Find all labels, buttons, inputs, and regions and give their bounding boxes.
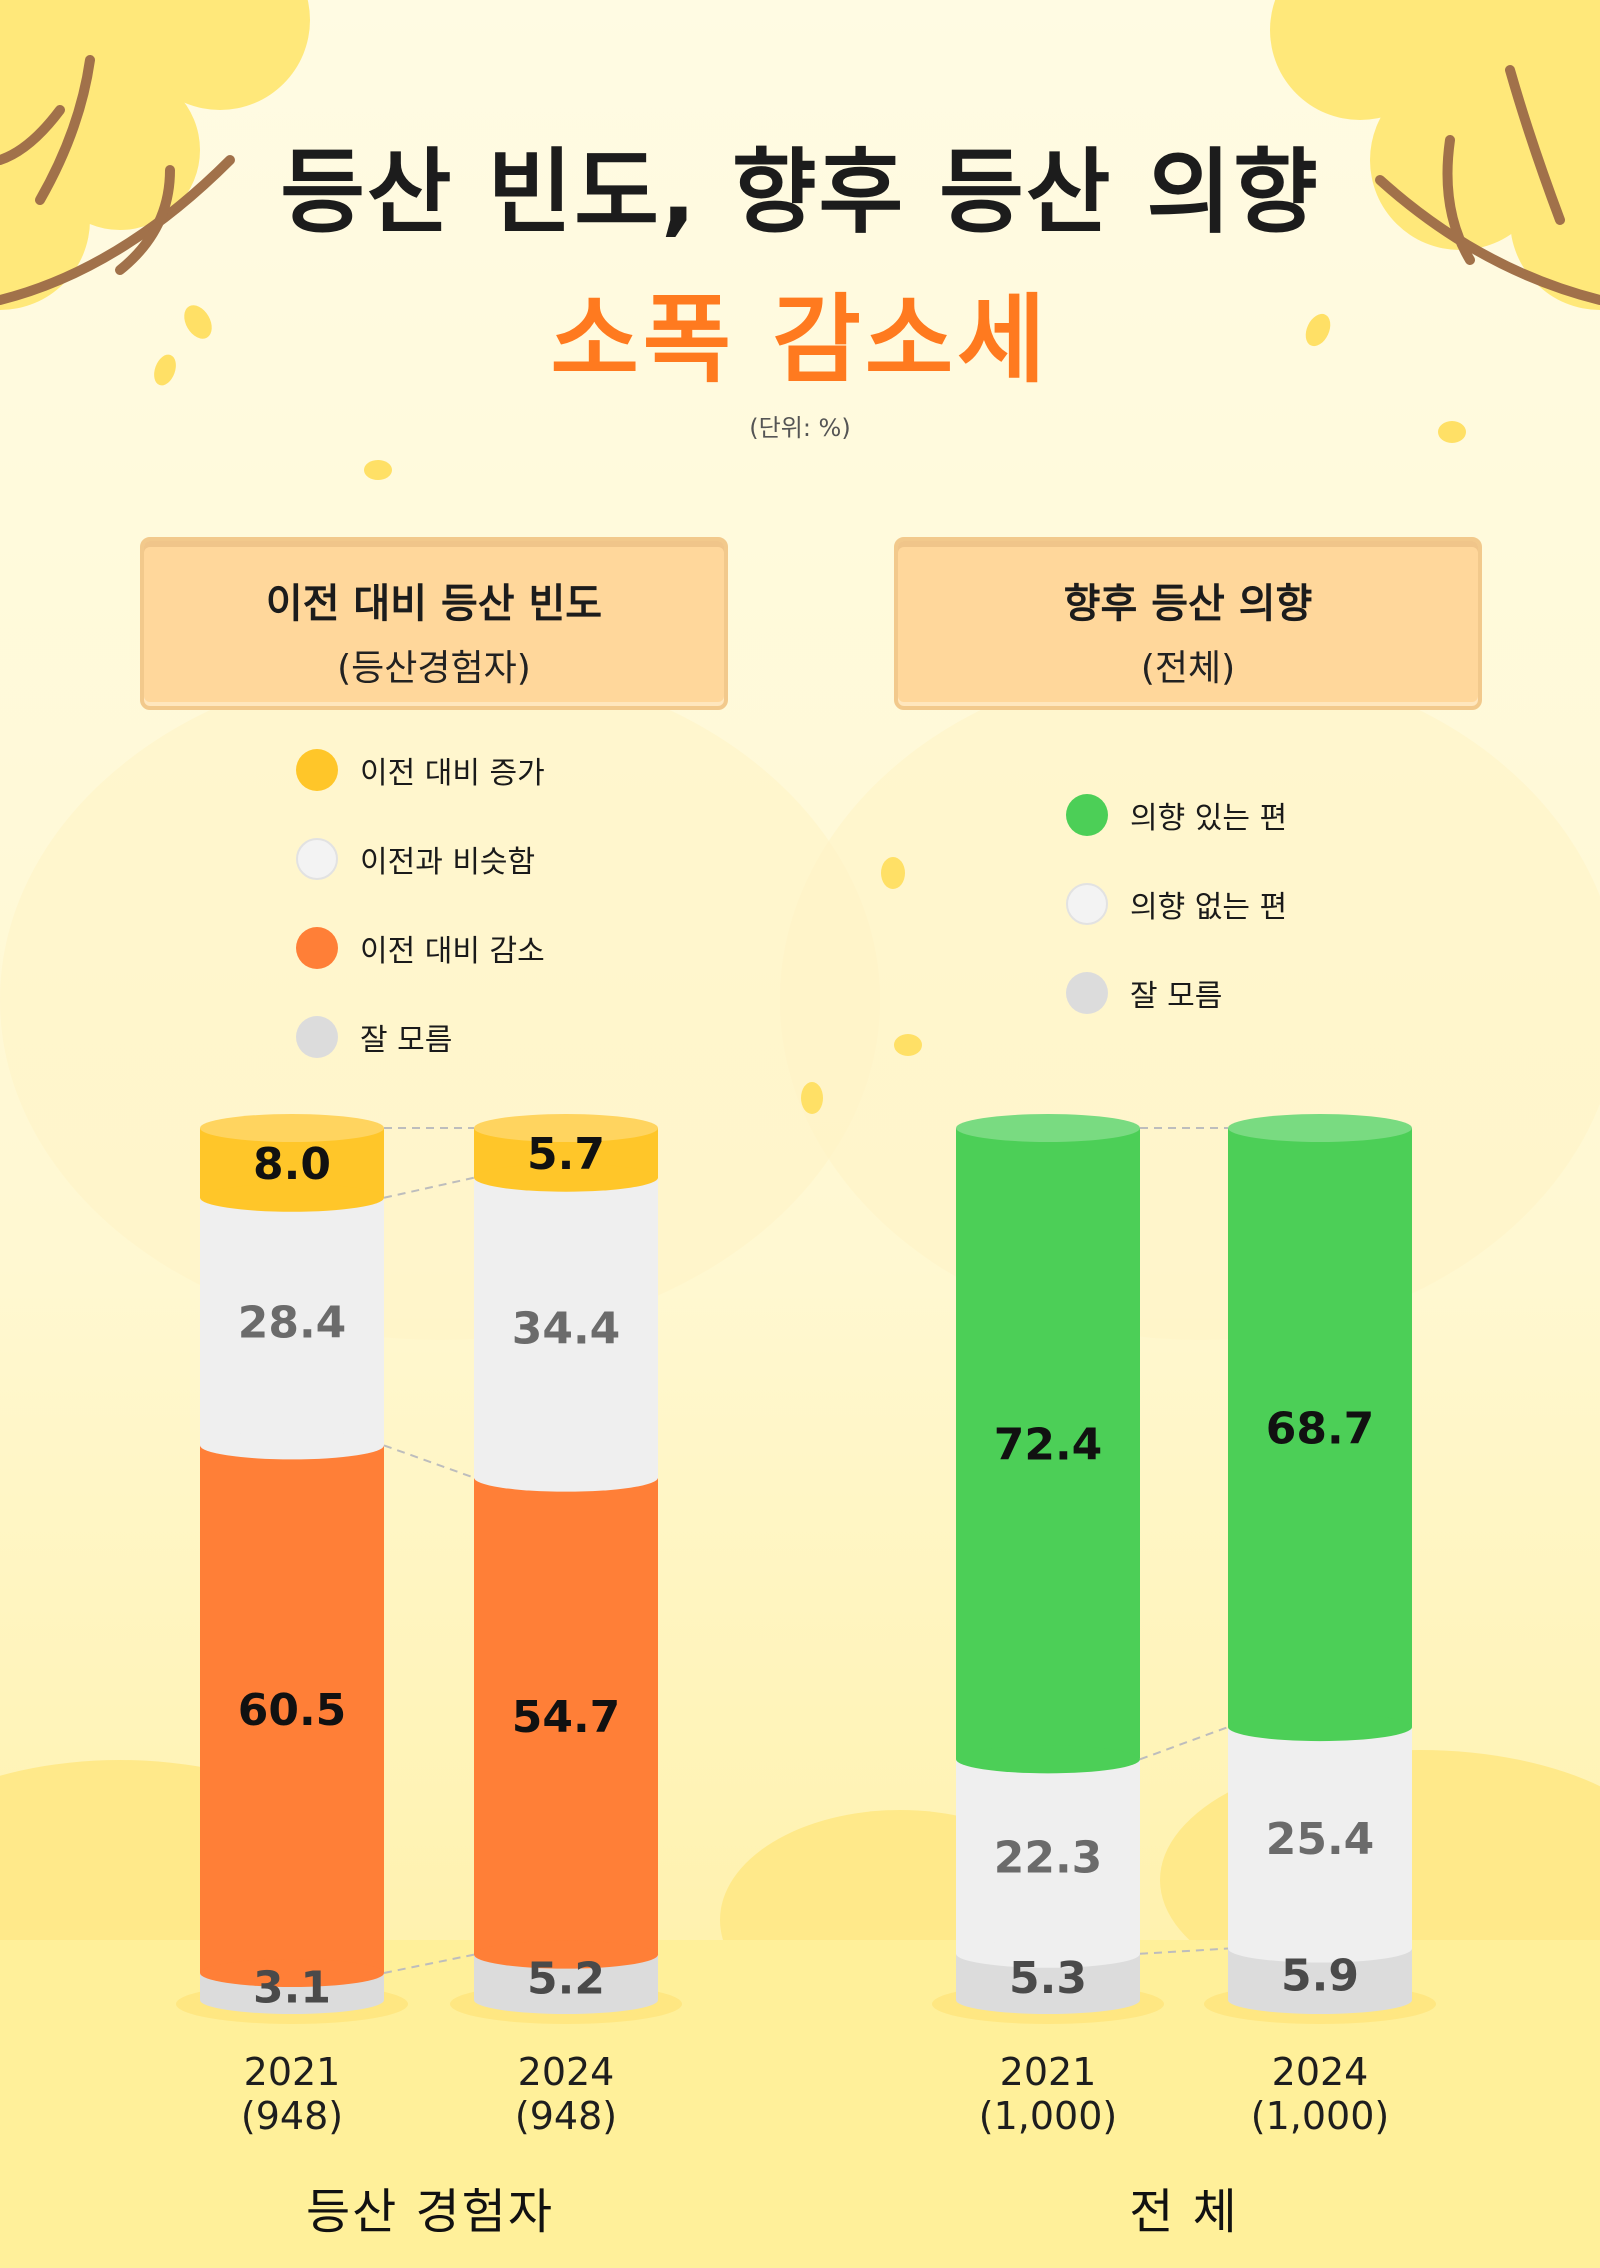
legend-swatch	[296, 1015, 338, 1058]
legend-item: 의향 없는 편	[1066, 859, 1287, 948]
unit-label: (단위: %)	[749, 414, 851, 442]
bar-segment-cap	[1228, 1934, 1412, 1963]
bar-segment-cap	[474, 1940, 658, 1969]
legend-swatch	[1066, 882, 1108, 925]
data-label: 60.5	[238, 1685, 347, 1736]
chart-title: 이전 대비 등산 빈도	[265, 581, 603, 627]
x-tick-label: 2024 (948)	[514, 2050, 618, 2138]
data-label: 28.4	[238, 1298, 347, 1349]
legend-label: 의향 없는 편	[1130, 889, 1288, 925]
data-label: 5.9	[1281, 1950, 1359, 2001]
group-label: 등산 경험자	[305, 2184, 555, 2240]
legend-label: 잘 모름	[360, 1022, 453, 1058]
bar-segment-cap	[956, 1745, 1140, 1774]
data-label: 5.7	[527, 1129, 605, 1180]
bar-segment	[474, 1477, 658, 1955]
data-label: 5.3	[1009, 1953, 1087, 2004]
tree-top-right	[1270, 0, 1600, 310]
bar-top-cap	[474, 1114, 658, 1142]
chart-title: 향후 등산 의향	[1063, 581, 1313, 627]
data-label: 54.7	[512, 1692, 621, 1743]
legend-swatch	[296, 926, 338, 969]
bar-segment-cap	[474, 1163, 658, 1192]
data-label: 3.1	[253, 1962, 331, 2013]
x-tick-label: 2024 (1,000)	[1250, 2050, 1390, 2138]
bar-segment	[956, 1128, 1140, 1760]
page-title: 등산 빈도, 향후 등산 의향	[280, 139, 1320, 246]
legend-item: 잘 모름	[1066, 948, 1287, 1037]
legend-label: 의향 있는 편	[1130, 800, 1288, 836]
connector-line	[1139, 1726, 1229, 1761]
bar-segment	[1228, 1128, 1412, 1728]
chart-subtitle: (등산경험자)	[337, 648, 531, 689]
bar-segment-cap	[956, 1986, 1140, 2014]
bar-segment-cap	[1228, 1713, 1412, 1742]
legend-label: 이전 대비 감소	[360, 933, 545, 969]
bar-segment	[956, 1759, 1140, 1954]
legend-swatch	[296, 748, 338, 791]
bar-segment-cap	[474, 1986, 658, 2014]
legend-item: 의향 있는 편	[1066, 770, 1287, 859]
bar-segment	[200, 1445, 384, 1973]
bar-segment-cap	[474, 1463, 658, 1492]
data-label: 8.0	[253, 1139, 331, 1190]
data-label: 22.3	[994, 1833, 1103, 1884]
x-tick-label: 2021 (1,000)	[978, 2050, 1118, 2138]
legend-swatch	[1066, 793, 1108, 836]
legend-label: 이전 대비 증가	[360, 755, 545, 791]
chart-title-board-left: 이전 대비 등산 빈도 (등산경험자)	[140, 537, 728, 710]
bar-segment-cap	[1228, 1986, 1412, 2014]
legend-item: 이전 대비 증가	[296, 725, 545, 814]
legend-item: 이전 대비 감소	[296, 903, 545, 992]
bar-top-cap	[200, 1114, 384, 1142]
bar-top-cap	[1228, 1114, 1412, 1142]
bar-segment-cap	[200, 1986, 384, 2014]
legend-label: 잘 모름	[1130, 978, 1223, 1014]
legend-swatch	[296, 837, 338, 880]
x-tick-label: 2021 (948)	[240, 2050, 344, 2138]
legend-swatch	[1066, 971, 1108, 1014]
data-label: 68.7	[1266, 1404, 1375, 1455]
legend-left: 이전 대비 증가 이전과 비슷함 이전 대비 감소 잘 모름	[296, 725, 545, 1081]
legend-item: 이전과 비슷함	[296, 814, 545, 903]
connector-line	[383, 1176, 475, 1199]
chart-subtitle: (전체)	[1140, 648, 1236, 689]
connector-line	[383, 1953, 475, 1974]
data-label: 34.4	[512, 1304, 621, 1355]
chart-title-board-right: 향후 등산 의향 (전체)	[894, 537, 1482, 710]
page-subtitle: 소폭 감소세	[550, 284, 1050, 396]
bar-segment-cap	[200, 1183, 384, 1212]
bar-segment	[474, 1177, 658, 1478]
bar-segment	[200, 1197, 384, 1446]
bar-segment-cap	[956, 1939, 1140, 1968]
data-label: 72.4	[994, 1420, 1103, 1471]
bar-top-cap	[956, 1114, 1140, 1142]
group-label: 전 체	[1129, 2184, 1239, 2240]
legend-item: 잘 모름	[296, 992, 545, 1081]
connector-line	[383, 1444, 475, 1479]
data-label: 25.4	[1266, 1814, 1375, 1865]
data-label: 5.2	[527, 1953, 605, 2004]
bar-segment-cap	[200, 1958, 384, 1987]
tree-top-left	[0, 0, 310, 310]
bar-segment-cap	[200, 1431, 384, 1460]
bar-segment	[1228, 1727, 1412, 1949]
connector-line	[1139, 1947, 1229, 1955]
legend-right: 의향 있는 편 의향 없는 편 잘 모름	[1066, 770, 1287, 1037]
legend-label: 이전과 비슷함	[360, 844, 536, 880]
